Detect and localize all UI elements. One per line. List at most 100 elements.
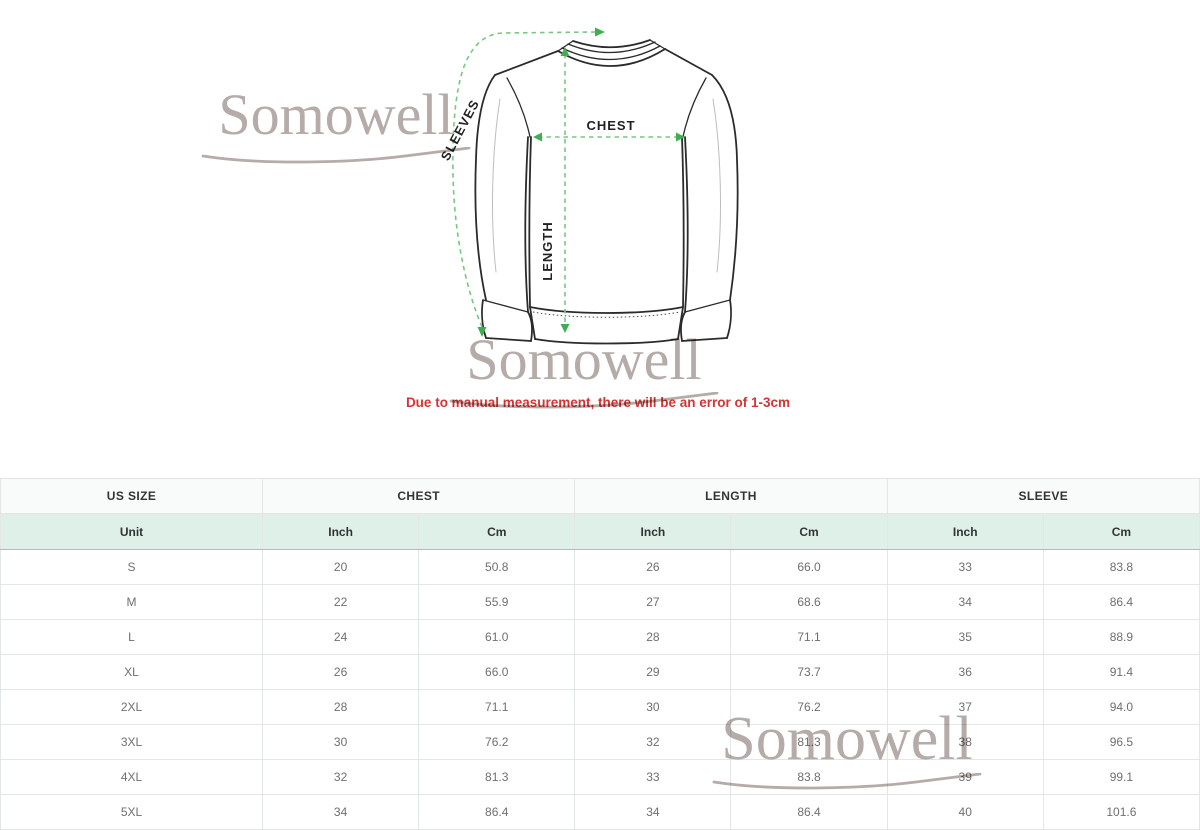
- unit-header-cell: Cm: [1042, 513, 1200, 550]
- table-row: 3XL 30 76.2 32 81.3 38 96.5: [0, 724, 1200, 760]
- brand-watermark: Somowell: [200, 86, 472, 165]
- column-header-sleeve: SLEEVE: [886, 478, 1200, 514]
- sweatshirt-diagram: CHEST LENGTH SLEEVES: [440, 27, 739, 345]
- size-cell: 37: [886, 689, 1044, 725]
- size-cell: 81.3: [730, 724, 888, 760]
- size-cell: 34: [574, 794, 732, 830]
- size-cell: 28: [574, 619, 732, 655]
- unit-header-cell: Cm: [418, 513, 576, 550]
- size-cell: 50.8: [418, 549, 576, 585]
- size-cell: 30: [261, 724, 420, 760]
- size-cell: 101.6: [1042, 794, 1200, 830]
- size-row-label: XL: [0, 654, 263, 690]
- table-row: M 22 55.9 27 68.6 34 86.4: [0, 584, 1200, 620]
- sleeve-measure-line: SLEEVES: [440, 27, 605, 337]
- table-header-row: US SIZE CHEST LENGTH SLEEVE: [0, 478, 1200, 514]
- size-cell: 68.6: [730, 584, 888, 620]
- size-chart-table: US SIZE CHEST LENGTH SLEEVE Unit Inch Cm…: [0, 478, 1200, 830]
- chest-arrow-left: [533, 132, 542, 142]
- size-cell: 26: [574, 549, 732, 585]
- sleeve-arrow-top: [595, 27, 605, 37]
- size-row-label: 3XL: [0, 724, 263, 760]
- unit-header-cell: Inch: [886, 513, 1044, 550]
- size-cell: 30: [574, 689, 732, 725]
- size-cell: 76.2: [418, 724, 576, 760]
- unit-header-cell: Inch: [261, 513, 420, 550]
- size-cell: 71.1: [730, 619, 888, 655]
- right-sleeve: [680, 74, 739, 342]
- size-cell: 66.0: [418, 654, 576, 690]
- length-arrow-bottom: [560, 324, 570, 333]
- size-cell: 73.7: [730, 654, 888, 690]
- size-cell: 96.5: [1042, 724, 1200, 760]
- size-cell: 86.4: [418, 794, 576, 830]
- size-cell: 34: [886, 584, 1044, 620]
- watermark-swoosh-icon: [201, 147, 471, 164]
- size-cell: 55.9: [418, 584, 576, 620]
- size-cell: 28: [261, 689, 420, 725]
- size-cell: 99.1: [1042, 759, 1200, 795]
- size-cell: 22: [261, 584, 420, 620]
- size-cell: 26: [261, 654, 420, 690]
- column-header-us-size: US SIZE: [0, 478, 263, 514]
- collar: [557, 39, 666, 67]
- waistband: [529, 306, 684, 345]
- size-row-label: S: [0, 549, 263, 585]
- chest-arrow-right: [676, 132, 685, 142]
- length-measure-line: LENGTH: [540, 47, 570, 333]
- size-cell: 86.4: [1042, 584, 1200, 620]
- body-outline: [494, 48, 713, 308]
- size-cell: 76.2: [730, 689, 888, 725]
- table-row: 5XL 34 86.4 34 86.4 40 101.6: [0, 794, 1200, 830]
- chest-measure-line: CHEST: [533, 118, 685, 142]
- chest-label: CHEST: [586, 118, 635, 133]
- table-row: XL 26 66.0 29 73.7 36 91.4: [0, 654, 1200, 690]
- size-cell: 36: [886, 654, 1044, 690]
- size-row-label: L: [0, 619, 263, 655]
- size-cell: 40: [886, 794, 1044, 830]
- unit-header-cell: Cm: [730, 513, 888, 550]
- unit-header-cell: Unit: [0, 513, 263, 550]
- table-row: 4XL 32 81.3 33 83.8 39 99.1: [0, 759, 1200, 795]
- size-cell: 94.0: [1042, 689, 1200, 725]
- size-cell: 29: [574, 654, 732, 690]
- unit-header-row: Unit Inch Cm Inch Cm Inch Cm: [0, 513, 1200, 550]
- size-row-label: 5XL: [0, 794, 263, 830]
- size-cell: 81.3: [418, 759, 576, 795]
- size-cell: 88.9: [1042, 619, 1200, 655]
- length-arrow-top: [560, 47, 570, 56]
- length-label: LENGTH: [540, 221, 555, 280]
- size-cell: 32: [574, 724, 732, 760]
- size-cell: 33: [886, 549, 1044, 585]
- sleeve-arrow-bottom: [477, 327, 487, 337]
- size-cell: 91.4: [1042, 654, 1200, 690]
- size-cell: 38: [886, 724, 1044, 760]
- size-cell: 32: [261, 759, 420, 795]
- size-cell: 35: [886, 619, 1044, 655]
- size-cell: 83.8: [1042, 549, 1200, 585]
- size-cell: 39: [886, 759, 1044, 795]
- unit-header-cell: Inch: [574, 513, 732, 550]
- size-cell: 33: [574, 759, 732, 795]
- size-row-label: M: [0, 584, 263, 620]
- size-row-label: 2XL: [0, 689, 263, 725]
- column-header-length: LENGTH: [574, 478, 888, 514]
- column-header-chest: CHEST: [261, 478, 576, 514]
- table-row: 2XL 28 71.1 30 76.2 37 94.0: [0, 689, 1200, 725]
- size-cell: 86.4: [730, 794, 888, 830]
- size-cell: 83.8: [730, 759, 888, 795]
- size-cell: 61.0: [418, 619, 576, 655]
- size-row-label: 4XL: [0, 759, 263, 795]
- size-cell: 27: [574, 584, 732, 620]
- size-cell: 71.1: [418, 689, 576, 725]
- size-cell: 66.0: [730, 549, 888, 585]
- size-cell: 20: [261, 549, 420, 585]
- table-row: S 20 50.8 26 66.0 33 83.8: [0, 549, 1200, 585]
- table-row: L 24 61.0 28 71.1 35 88.9: [0, 619, 1200, 655]
- size-cell: 24: [261, 619, 420, 655]
- size-cell: 34: [261, 794, 420, 830]
- left-sleeve: [474, 74, 533, 342]
- measurement-note: Due to manual measurement, there will be…: [405, 395, 791, 410]
- brand-watermark-text: Somowell: [218, 82, 454, 147]
